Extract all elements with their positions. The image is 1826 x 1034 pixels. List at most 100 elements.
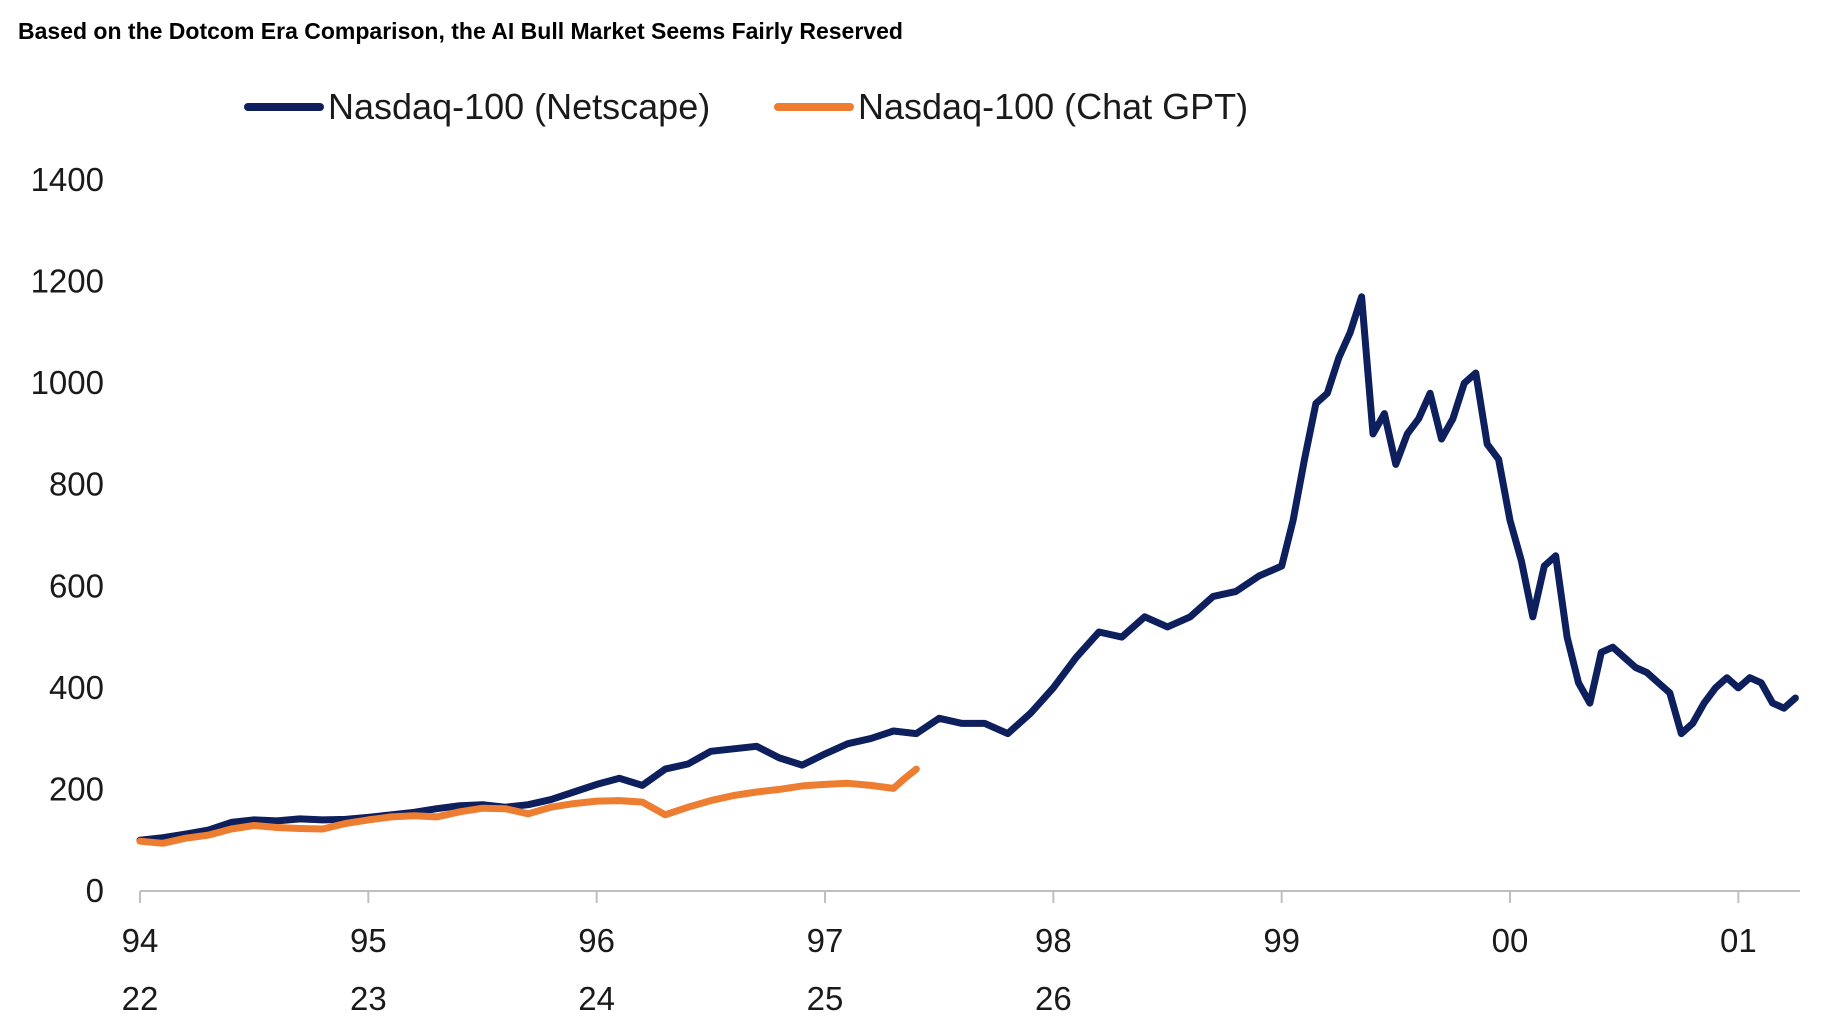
data-point-chatgpt [205, 832, 212, 839]
data-point-netscape [890, 728, 897, 734]
data-point-chatgpt [274, 824, 280, 831]
data-point-netscape [844, 740, 851, 747]
data-point-netscape [1586, 700, 1593, 707]
data-point-netscape [1598, 649, 1605, 656]
data-point-netscape [1381, 410, 1388, 417]
data-point-netscape [1187, 613, 1194, 620]
data-point-netscape [159, 834, 166, 841]
chart-title: Based on the Dotcom Era Comparison, the … [18, 18, 903, 44]
data-point-netscape [296, 815, 303, 822]
series-netscape [136, 293, 1799, 844]
data-point-netscape [1472, 370, 1479, 376]
data-point-netscape [639, 782, 646, 789]
data-point-netscape [525, 801, 532, 808]
data-point-netscape [1758, 679, 1765, 686]
data-point-netscape [1301, 456, 1308, 463]
data-point-netscape [1541, 563, 1548, 569]
data-point-netscape [1712, 684, 1719, 691]
data-point-chatgpt [844, 780, 851, 787]
series-line-netscape [136, 293, 1799, 844]
y-tick-label: 1200 [31, 263, 104, 300]
data-point-netscape [274, 817, 280, 824]
data-point-chatgpt [365, 816, 372, 823]
x-tick-label-primary: 01 [1720, 922, 1757, 959]
data-point-netscape [1347, 329, 1354, 336]
data-point-netscape [1735, 684, 1742, 691]
data-point-chatgpt [867, 782, 874, 789]
data-point-netscape [1290, 517, 1297, 524]
data-point-chatgpt [342, 820, 349, 827]
data-point-netscape [1210, 593, 1217, 600]
x-tick-label-primary: 96 [578, 922, 615, 959]
data-point-netscape [1312, 400, 1319, 407]
legend: Nasdaq-100 (Netscape) Nasdaq-100 (Chat G… [244, 86, 1248, 127]
data-point-netscape [1644, 669, 1650, 676]
x-tick-label-primary: 95 [350, 922, 387, 959]
x-tick-label-secondary: 23 [350, 980, 387, 1017]
x-tick-label-secondary: 22 [122, 980, 159, 1017]
data-point-chatgpt [479, 805, 486, 812]
data-point-netscape [228, 819, 235, 826]
data-point-netscape [1073, 654, 1080, 661]
y-tick-label: 1400 [31, 161, 104, 198]
x-tick-label-primary: 97 [807, 922, 844, 959]
data-point-netscape [936, 715, 943, 722]
data-point-chatgpt [707, 797, 714, 804]
data-point-netscape [570, 789, 577, 795]
data-point-chatgpt [137, 838, 143, 845]
data-point-chatgpt [662, 811, 669, 818]
data-point-netscape [1746, 674, 1753, 681]
data-point-netscape [1118, 634, 1125, 641]
data-point-netscape [1495, 456, 1502, 463]
y-tick-label: 200 [49, 770, 104, 807]
data-point-netscape [1438, 436, 1445, 442]
data-point-netscape [1507, 517, 1513, 524]
data-point-netscape [1141, 613, 1148, 620]
data-point-chatgpt [913, 766, 920, 773]
data-point-chatgpt [639, 799, 646, 806]
data-point-netscape [1358, 293, 1365, 300]
data-point-chatgpt [890, 785, 897, 792]
data-point-netscape [1518, 557, 1525, 564]
data-point-chatgpt [296, 825, 303, 832]
data-point-netscape [1529, 613, 1536, 620]
series-chatgpt [136, 765, 920, 847]
data-point-chatgpt [593, 798, 600, 805]
data-point-netscape [1096, 629, 1102, 635]
data-point-netscape [616, 775, 623, 782]
data-point-chatgpt [730, 792, 737, 799]
data-point-netscape [959, 720, 965, 727]
data-point-chatgpt [548, 804, 554, 811]
data-point-chatgpt [228, 826, 235, 832]
data-point-netscape [730, 745, 737, 752]
data-point-chatgpt [502, 805, 509, 812]
data-point-netscape [1689, 720, 1696, 727]
y-tick-label: 1000 [31, 364, 104, 401]
data-point-chatgpt [901, 775, 908, 782]
data-point-chatgpt [411, 812, 417, 819]
data-point-netscape [1701, 700, 1708, 707]
data-point-chatgpt [525, 810, 532, 817]
data-point-netscape [1370, 430, 1376, 437]
legend-label-chatgpt: Nasdaq-100 (Chat GPT) [858, 86, 1248, 127]
data-point-netscape [685, 761, 691, 767]
data-point-chatgpt [776, 786, 783, 793]
data-point-chatgpt [159, 840, 166, 847]
data-point-netscape [319, 816, 326, 823]
y-tick-label: 600 [49, 567, 104, 604]
data-point-chatgpt [685, 804, 691, 811]
data-point-chatgpt [570, 800, 577, 807]
data-point-netscape [981, 720, 988, 727]
data-point-netscape [1392, 461, 1399, 468]
data-point-netscape [1564, 634, 1571, 641]
y-tick-label: 400 [49, 669, 104, 706]
data-point-netscape [707, 748, 714, 755]
data-point-netscape [1723, 674, 1730, 681]
data-point-netscape [1255, 573, 1262, 580]
x-tick-label-secondary: 24 [578, 980, 615, 1017]
data-point-netscape [1404, 430, 1411, 437]
data-point-netscape [1632, 664, 1639, 671]
data-point-netscape [1427, 390, 1434, 397]
data-point-netscape [1484, 441, 1491, 448]
